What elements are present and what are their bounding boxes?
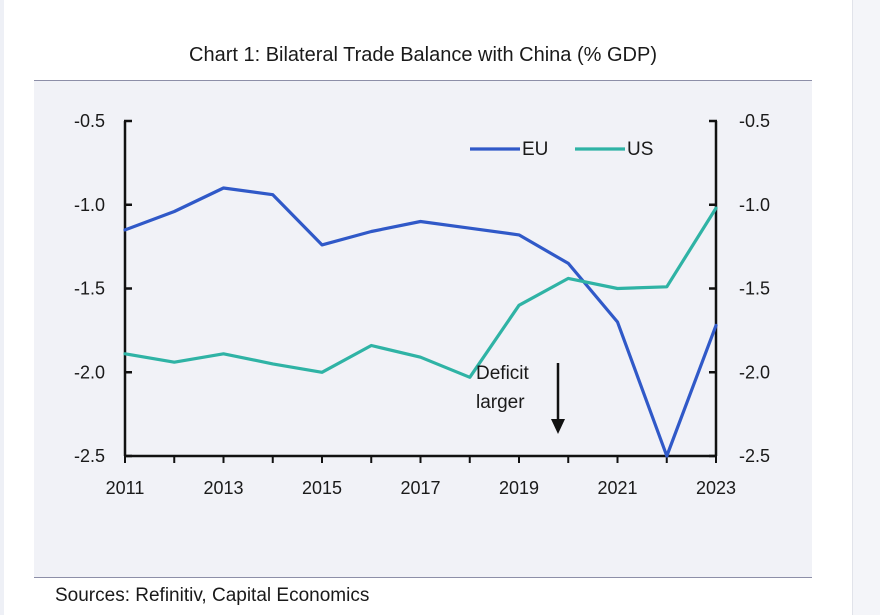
- y-tick-label-right: -2.5: [739, 446, 770, 466]
- source-divider: [34, 577, 812, 578]
- y-tick-label-right: -0.5: [739, 111, 770, 131]
- scrollbar-track[interactable]: [852, 0, 880, 615]
- plot-panel: [34, 81, 812, 577]
- y-tick-label-right: -1.5: [739, 279, 770, 299]
- y-tick-label-left: -2.5: [74, 446, 105, 466]
- y-tick-label-left: -2.0: [74, 362, 105, 382]
- legend-label-us: US: [627, 139, 653, 160]
- series-line-eu: [123, 186, 718, 458]
- y-tick-label-right: -1.0: [739, 195, 770, 215]
- title-divider: [34, 80, 812, 81]
- y-tick-label-right: -2.0: [739, 362, 770, 382]
- x-tick-label: 2017: [400, 478, 440, 498]
- legend-label-eu: EU: [522, 139, 548, 160]
- chart-title: Chart 1: Bilateral Trade Balance with Ch…: [189, 44, 657, 66]
- x-tick-label: 2019: [499, 478, 539, 498]
- left-edge: [0, 0, 4, 615]
- y-tick-label-left: -0.5: [74, 111, 105, 131]
- down-arrow-icon: [551, 419, 565, 434]
- annotation-text-line2: larger: [476, 392, 525, 413]
- annotation-text-line1: Deficit: [476, 363, 530, 384]
- x-tick-label: 2011: [106, 478, 145, 498]
- legend-item-eu: EU: [470, 139, 548, 160]
- x-tick-label: 2023: [696, 478, 736, 498]
- y-tick-label-left: -1.5: [74, 279, 105, 299]
- source-note: Sources: Refinitiv, Capital Economics: [55, 585, 370, 606]
- y-tick-label-left: -1.0: [74, 195, 105, 215]
- x-tick-label: 2015: [302, 478, 342, 498]
- x-tick-label: 2021: [597, 478, 637, 498]
- x-tick-label: 2013: [203, 478, 243, 498]
- legend-item-us: US: [575, 139, 653, 160]
